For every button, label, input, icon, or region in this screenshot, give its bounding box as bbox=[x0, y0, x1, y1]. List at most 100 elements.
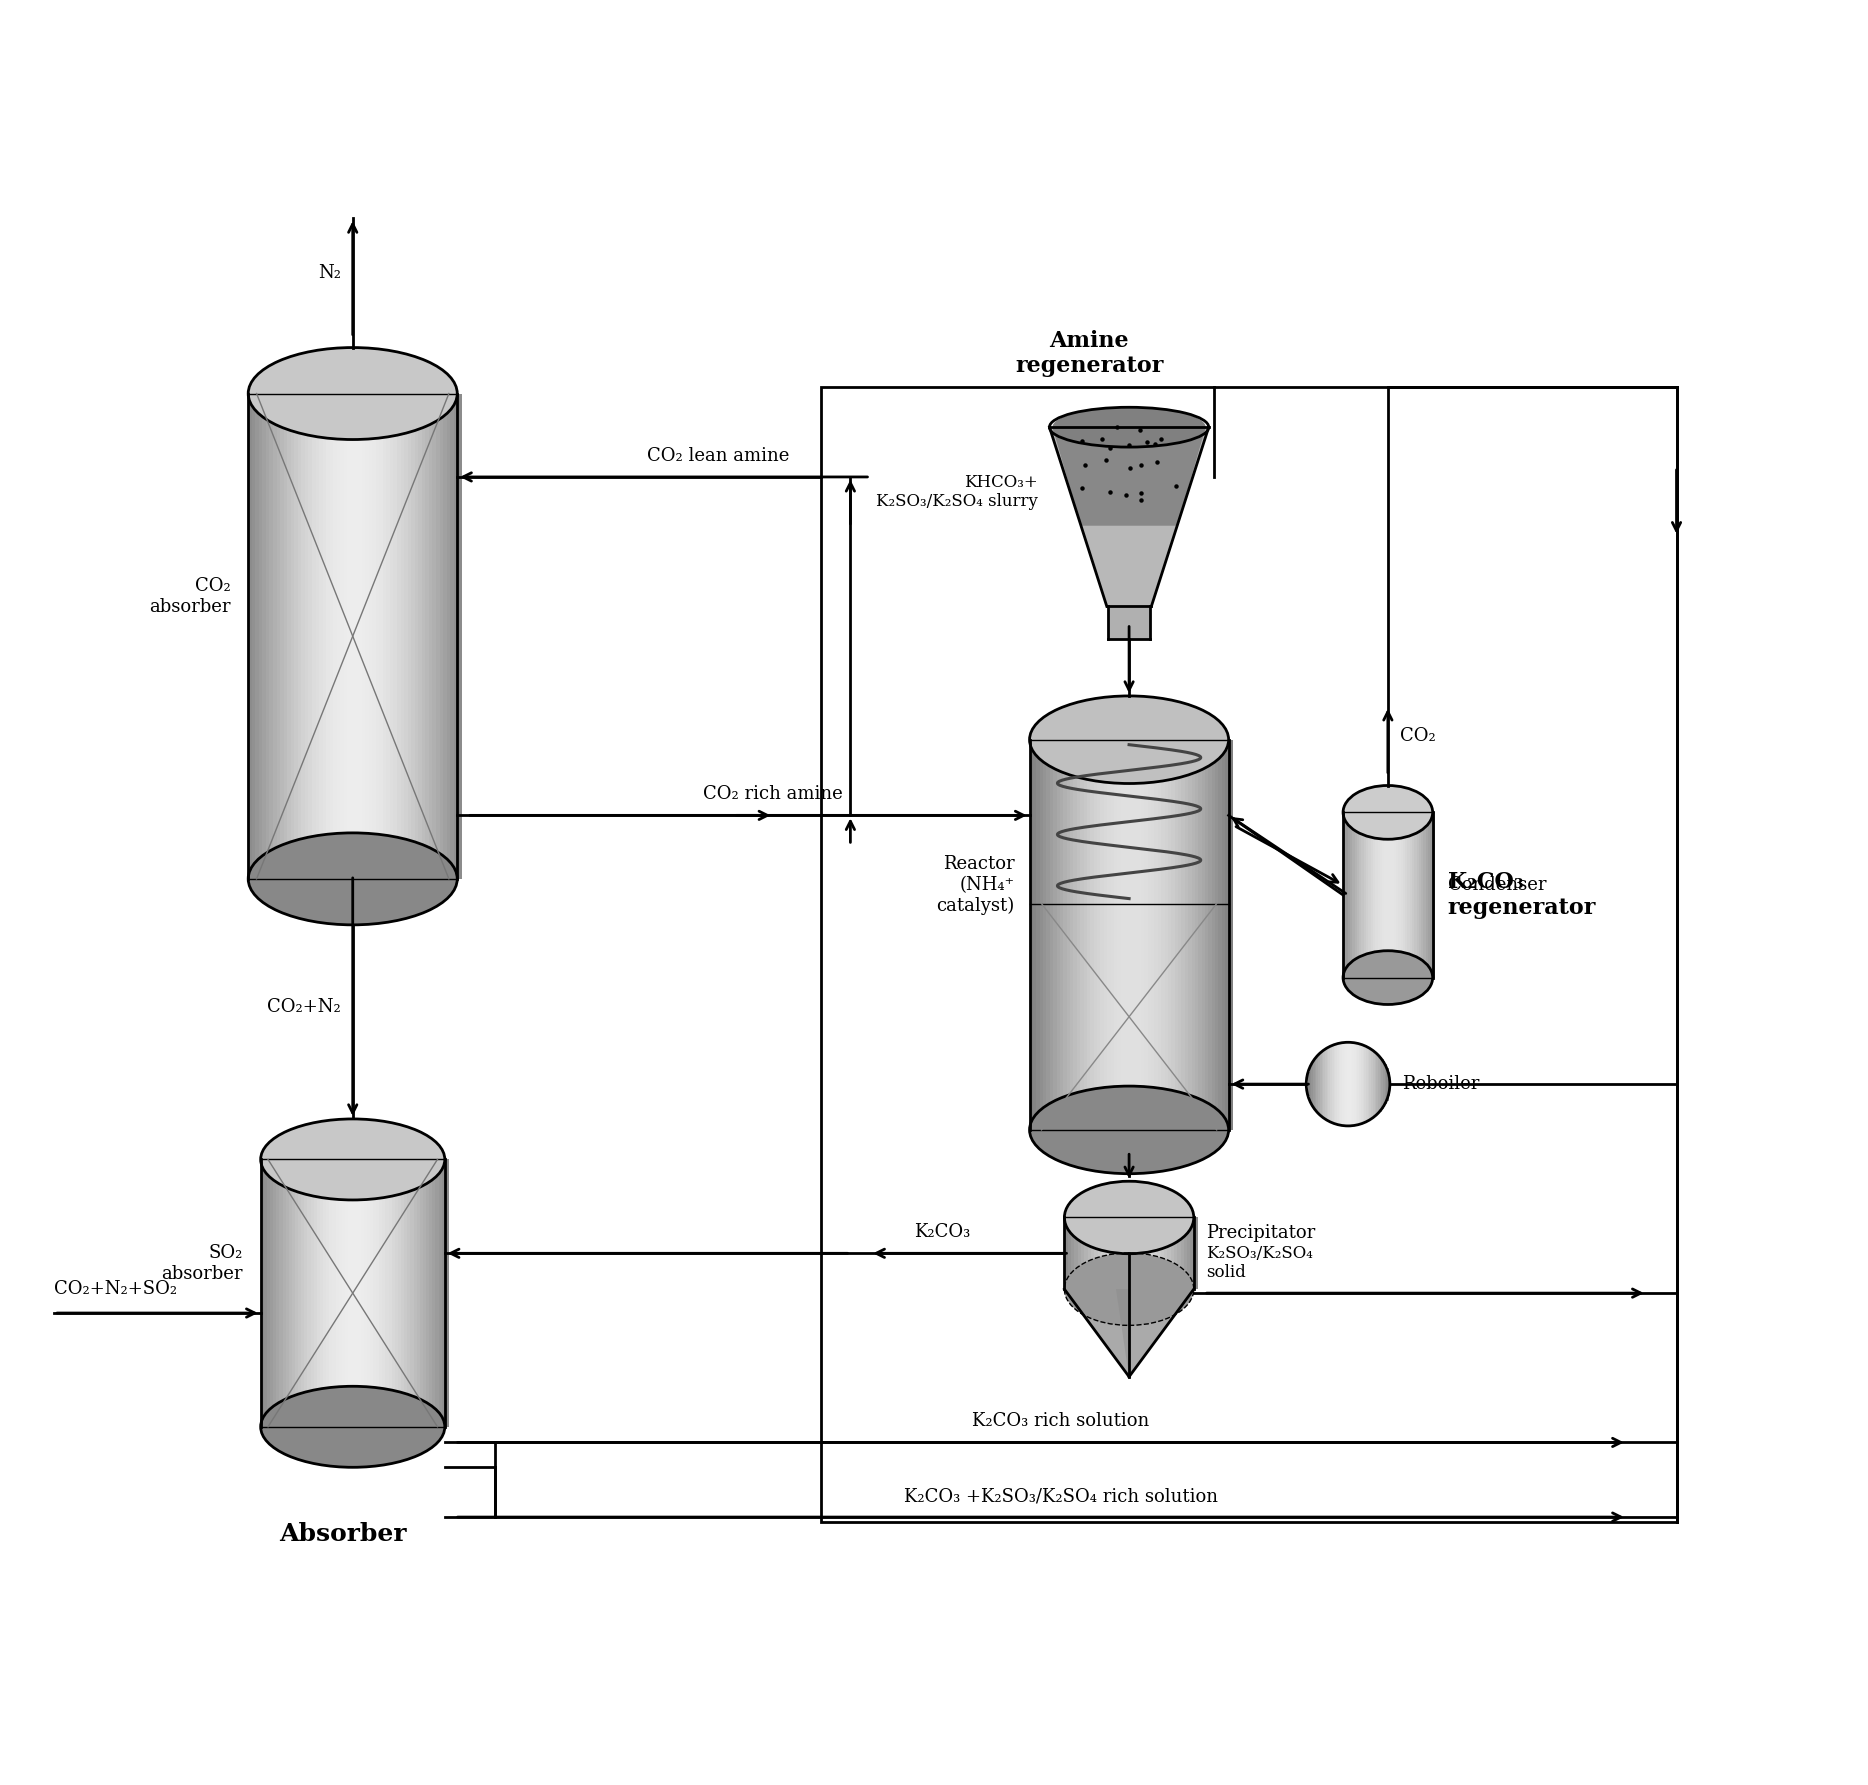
Bar bbox=[1423, 812, 1425, 978]
Bar bbox=[323, 393, 327, 878]
Bar bbox=[1134, 739, 1138, 1130]
Bar bbox=[308, 1160, 312, 1426]
Bar bbox=[1431, 812, 1433, 978]
Bar bbox=[1117, 1217, 1121, 1289]
Bar bbox=[1209, 739, 1212, 1130]
Bar bbox=[1380, 1057, 1382, 1112]
Bar bbox=[1356, 1042, 1358, 1125]
Bar bbox=[387, 393, 390, 878]
Bar bbox=[415, 393, 418, 878]
Text: CO₂ rich amine: CO₂ rich amine bbox=[704, 785, 842, 803]
Bar bbox=[1042, 739, 1048, 1130]
Bar bbox=[1410, 812, 1412, 978]
Bar bbox=[357, 1160, 362, 1426]
Bar bbox=[1091, 739, 1095, 1130]
Bar bbox=[1222, 739, 1225, 1130]
Bar bbox=[1184, 739, 1190, 1130]
Bar bbox=[1412, 812, 1414, 978]
Bar bbox=[1384, 1064, 1386, 1105]
Bar bbox=[1175, 739, 1179, 1130]
Bar bbox=[329, 1160, 333, 1426]
Ellipse shape bbox=[248, 834, 458, 925]
Bar bbox=[1181, 1217, 1184, 1289]
Bar bbox=[1343, 812, 1345, 978]
Bar bbox=[1315, 1059, 1317, 1110]
Bar bbox=[1184, 1217, 1188, 1289]
Bar bbox=[1100, 739, 1104, 1130]
Bar bbox=[1111, 1217, 1115, 1289]
Bar bbox=[1379, 1055, 1380, 1114]
Bar bbox=[1313, 1062, 1315, 1107]
Bar bbox=[1154, 739, 1158, 1130]
Bar bbox=[1362, 1044, 1364, 1125]
Bar bbox=[1367, 1048, 1369, 1121]
Bar bbox=[1360, 1044, 1362, 1125]
Bar bbox=[1321, 1053, 1323, 1116]
Bar bbox=[1068, 1217, 1072, 1289]
Text: CO₂ lean amine: CO₂ lean amine bbox=[648, 446, 790, 466]
Ellipse shape bbox=[248, 348, 458, 439]
Bar bbox=[366, 1160, 372, 1426]
Bar bbox=[1091, 1217, 1095, 1289]
Text: K₂CO₃ +K₂SO₃/K₂SO₄ rich solution: K₂CO₃ +K₂SO₃/K₂SO₄ rich solution bbox=[904, 1487, 1218, 1505]
Bar bbox=[432, 393, 437, 878]
Bar bbox=[269, 393, 275, 878]
Bar bbox=[252, 393, 256, 878]
Polygon shape bbox=[1117, 1289, 1128, 1376]
Ellipse shape bbox=[1029, 1085, 1229, 1175]
Bar bbox=[1093, 739, 1098, 1130]
Bar bbox=[407, 1160, 411, 1426]
Bar bbox=[1328, 1048, 1330, 1121]
Bar bbox=[370, 1160, 374, 1426]
Text: CO₂: CO₂ bbox=[1399, 726, 1436, 744]
Bar bbox=[1339, 1044, 1341, 1125]
Bar bbox=[430, 393, 433, 878]
Bar bbox=[1373, 812, 1375, 978]
Ellipse shape bbox=[1029, 696, 1229, 784]
Bar bbox=[403, 1160, 409, 1426]
Bar bbox=[333, 393, 338, 878]
Bar bbox=[426, 393, 430, 878]
Bar bbox=[1065, 1217, 1068, 1289]
Bar bbox=[1343, 1042, 1347, 1126]
Bar bbox=[355, 1160, 359, 1426]
Bar bbox=[1229, 739, 1233, 1130]
Bar bbox=[1308, 1073, 1309, 1096]
Bar bbox=[398, 1160, 402, 1426]
Bar bbox=[1336, 1044, 1337, 1125]
Bar bbox=[413, 1160, 418, 1426]
Bar bbox=[1330, 1046, 1332, 1121]
Bar bbox=[375, 393, 381, 878]
Bar bbox=[1364, 812, 1367, 978]
Bar bbox=[312, 393, 316, 878]
Bar bbox=[1076, 739, 1082, 1130]
Bar bbox=[276, 393, 280, 878]
Bar bbox=[284, 393, 288, 878]
Bar bbox=[347, 1160, 351, 1426]
Bar bbox=[454, 393, 458, 878]
Bar bbox=[1352, 812, 1354, 978]
Bar bbox=[1351, 1042, 1352, 1126]
Bar bbox=[1158, 739, 1162, 1130]
Bar bbox=[441, 1160, 446, 1426]
Bar bbox=[1168, 739, 1173, 1130]
Bar bbox=[1074, 739, 1078, 1130]
Bar bbox=[273, 393, 278, 878]
Text: Reboiler: Reboiler bbox=[1401, 1075, 1479, 1092]
Text: K₂CO₃: K₂CO₃ bbox=[913, 1223, 971, 1241]
Bar bbox=[1029, 739, 1033, 1130]
Bar bbox=[1356, 812, 1360, 978]
Ellipse shape bbox=[1343, 951, 1433, 1005]
Bar bbox=[398, 393, 402, 878]
Bar bbox=[1108, 739, 1111, 1130]
Bar bbox=[411, 393, 417, 878]
Ellipse shape bbox=[1065, 1182, 1194, 1253]
Bar bbox=[1214, 739, 1220, 1130]
Text: K₂SO₃/K₂SO₄
solid: K₂SO₃/K₂SO₄ solid bbox=[1205, 1244, 1313, 1282]
Bar bbox=[1095, 1217, 1098, 1289]
Bar bbox=[318, 1160, 321, 1426]
Bar bbox=[1377, 812, 1380, 978]
Bar bbox=[418, 393, 422, 878]
Bar bbox=[1375, 812, 1379, 978]
Bar bbox=[1380, 812, 1382, 978]
